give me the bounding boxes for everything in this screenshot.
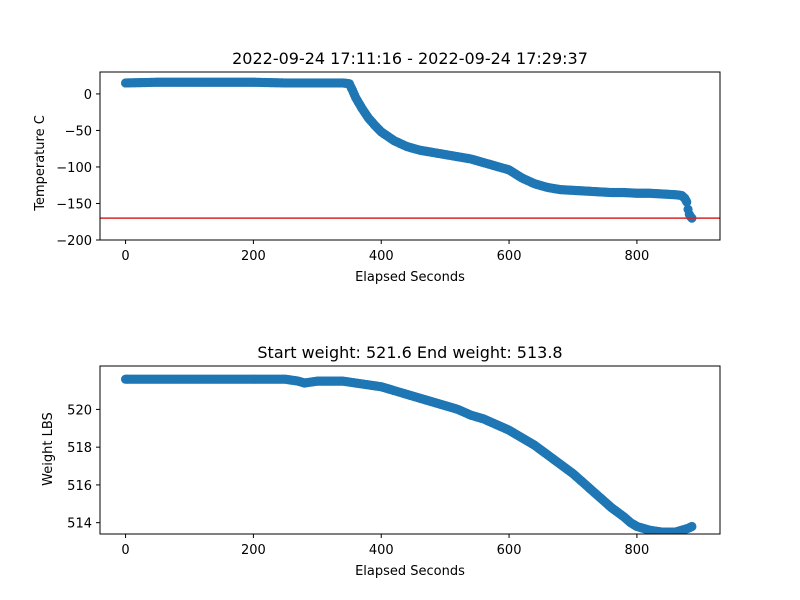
temperature-x-tick-label: 200 [241,249,266,264]
temperature-x-axis-label: Elapsed Seconds [355,270,465,285]
temperature-chart: 2022-09-24 17:11:16 - 2022-09-24 17:29:3… [33,49,721,285]
temperature-plot-area: 0 200 400 600 800 0 −50 −100 −150 −200 [56,71,721,264]
weight-series-markers [120,374,697,534]
weight-x-tick-label: 0 [121,543,129,558]
temperature-y-tick-label: −200 [56,234,92,249]
temperature-x-tick-label: 600 [497,249,522,264]
weight-x-tick-label: 800 [624,543,649,558]
weight-y-tick-label: 520 [67,403,92,418]
temperature-y-tick-label: 0 [84,88,92,103]
temperature-x-tick-label: 400 [369,249,394,264]
weight-plot-area: 0 200 400 600 800 514 516 518 520 [67,365,721,558]
weight-y-tick-label: 518 [67,441,92,456]
temperature-series-markers [120,77,697,223]
weight-axes-frame [99,365,721,535]
weight-y-tick-label: 514 [67,517,92,532]
temperature-axes-frame [99,71,721,241]
temperature-y-tick-label: −100 [56,161,92,176]
temperature-y-tick-label: −50 [65,124,92,139]
weight-y-tick-label: 516 [67,479,92,494]
temperature-x-tick-label: 0 [121,249,129,264]
weight-chart: Start weight: 521.6 End weight: 513.8 El… [41,343,721,579]
weight-x-axis-label: Elapsed Seconds [355,564,465,579]
temperature-data-point [682,197,692,207]
weight-data-point [687,521,697,532]
weight-x-tick-label: 600 [497,543,522,558]
weight-chart-title: Start weight: 521.6 End weight: 513.8 [257,343,562,362]
weight-x-tick-label: 400 [369,543,394,558]
temperature-y-tick-label: −150 [56,197,92,212]
weight-y-axis-label: Weight LBS [41,412,56,486]
temperature-chart-title: 2022-09-24 17:11:16 - 2022-09-24 17:29:3… [232,49,588,68]
weight-x-tick-label: 200 [241,543,266,558]
temperature-y-axis-label: Temperature C [33,115,48,212]
temperature-x-tick-label: 800 [624,249,649,264]
